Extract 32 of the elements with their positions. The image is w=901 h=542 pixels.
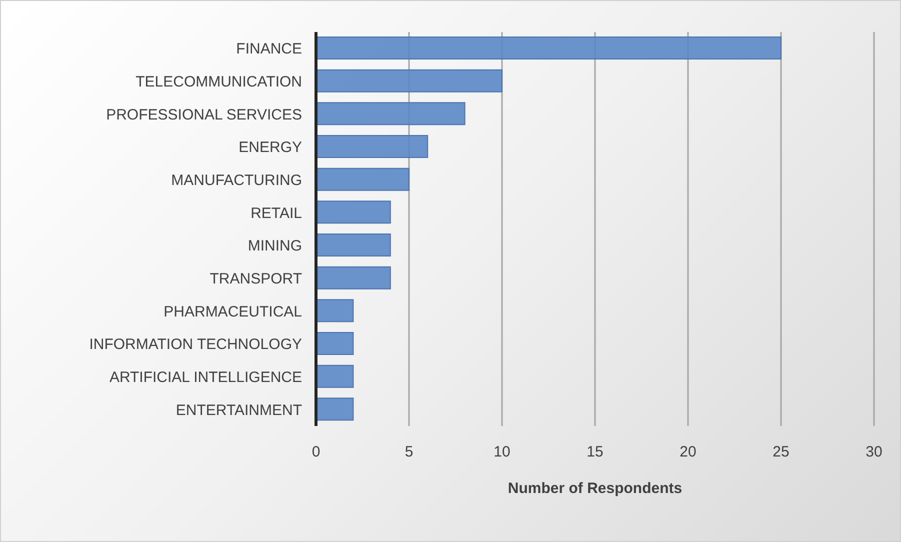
x-tick-label: 0 (312, 444, 320, 461)
bar (316, 234, 391, 256)
x-tick-label: 5 (404, 444, 414, 461)
y-tick-label: MANUFACTURING (171, 172, 302, 190)
bar (316, 364, 354, 388)
bar (316, 299, 354, 322)
bar (316, 69, 502, 92)
y-tick-label: TRANSPORT (210, 270, 302, 288)
bar (316, 332, 354, 355)
x-tick-label: 10 (494, 444, 510, 461)
bar (316, 36, 782, 60)
x-axis-title: Number of Respondents (508, 480, 682, 497)
y-tick-label: FINANCE (236, 40, 302, 58)
x-tick-label: 30 (866, 444, 882, 461)
y-tick-label: MINING (248, 238, 302, 255)
y-tick-label: INFORMATION TECHNOLOGY (89, 336, 302, 354)
y-tick-label: RETAIL (250, 204, 302, 222)
bar (316, 168, 410, 191)
y-tick-label: PROFESSIONAL SERVICES (106, 106, 302, 124)
bar (316, 398, 354, 421)
y-tick-label: ENTERTAINMENT (176, 402, 302, 419)
bar (316, 200, 391, 224)
y-tick-label: PHARMACEUTICAL (164, 303, 302, 320)
x-tick-label: 15 (586, 444, 604, 461)
x-tick-label: 25 (772, 444, 790, 461)
bar (316, 135, 428, 158)
x-tick-label: 20 (680, 444, 696, 461)
y-tick-label: TELECOMMUNICATION (136, 74, 302, 91)
y-tick-label: ENERGY (238, 139, 302, 156)
bar (316, 266, 391, 290)
y-tick-label: ARTIFICIAL INTELLIGENCE (109, 369, 302, 386)
bar (316, 102, 466, 126)
